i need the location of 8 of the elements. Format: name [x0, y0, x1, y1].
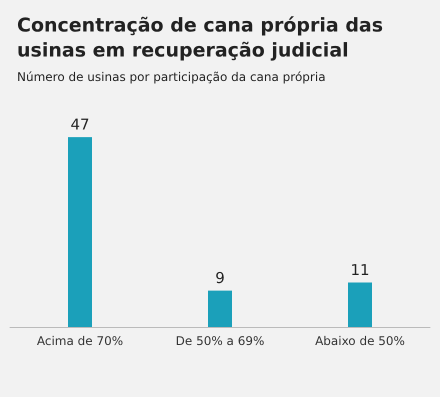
- x-tick-label: Abaixo de 50%: [315, 334, 405, 348]
- chart-title: Concentração de cana própria das usinas em recuperação judicial: [17, 14, 390, 62]
- data-label: 11: [350, 261, 370, 280]
- data-label: 9: [215, 269, 225, 288]
- data-label: 47: [70, 116, 90, 134]
- chart-subtitle: Número de usinas por participação da cana própria: [17, 70, 326, 84]
- x-tick-label: De 50% a 69%: [176, 334, 264, 348]
- x-tick-label: Acima de 70%: [36, 334, 124, 348]
